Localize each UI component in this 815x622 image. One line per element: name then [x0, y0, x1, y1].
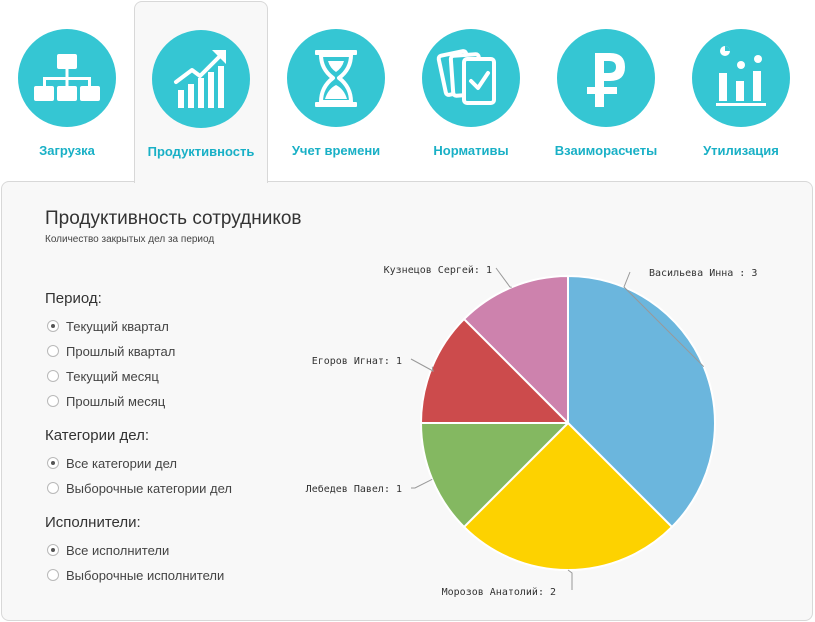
radio-button[interactable]: [47, 395, 59, 407]
ruble-icon: [557, 29, 655, 127]
tab-zagruzka[interactable]: Загрузка: [0, 0, 134, 181]
tab-label: Нормативы: [433, 143, 509, 158]
tab-label: Утилизация: [703, 143, 779, 158]
option-label: Прошлый месяц: [66, 393, 166, 409]
option-label: Все исполнители: [66, 542, 170, 558]
radio-button[interactable]: [47, 457, 59, 469]
radio-button[interactable]: [47, 544, 59, 556]
pie-slice-label: Кузнецов Сергей: 1: [384, 264, 492, 276]
page-subtitle: Количество закрытых дел за период: [45, 234, 215, 245]
radio-button[interactable]: [47, 370, 59, 382]
tab-label: Взаиморасчеты: [554, 143, 658, 158]
pie-slice-label: Лебедев Павел: 1: [306, 483, 402, 495]
tab-label: Продуктивность: [147, 144, 255, 159]
option-label: Все категории дел: [66, 455, 177, 471]
page-title: Продуктивность сотрудников: [45, 208, 302, 229]
categories-group-title: Категории дел:: [45, 427, 150, 444]
pie-leader-line: [567, 569, 573, 590]
option-label: Текущий месяц: [66, 368, 159, 384]
growth-chart-icon: [152, 30, 250, 128]
executors-option-all[interactable]: Все исполнители: [47, 541, 169, 559]
radio-button[interactable]: [47, 569, 59, 581]
radio-button[interactable]: [47, 320, 59, 332]
pie-leader-line: [410, 358, 434, 372]
pie-leader-line: [623, 271, 705, 368]
option-label: Выборочные исполнители: [66, 567, 225, 583]
pie-slice-label: Егоров Игнат: 1: [312, 356, 402, 367]
tab-label: Учет времени: [291, 143, 381, 158]
pie-slice[interactable]: [463, 275, 569, 424]
tab-normativy[interactable]: Нормативы: [404, 0, 538, 181]
pie-slice[interactable]: [567, 275, 716, 528]
categories-option-selected[interactable]: Выборочные категории дел: [47, 479, 232, 497]
tab-vzaimoraschety[interactable]: Взаиморасчеты: [539, 0, 673, 181]
pie-slice[interactable]: [420, 422, 569, 528]
pie-leader-line: [495, 267, 512, 288]
utilization-icon: [692, 29, 790, 127]
executors-option-selected[interactable]: Выборочные исполнители: [47, 566, 224, 584]
period-option-previous-quarter[interactable]: Прошлый квартал: [47, 342, 175, 360]
tab-produktivnost[interactable]: Продуктивность: [134, 1, 268, 183]
option-label: Текущий квартал: [66, 318, 169, 334]
radio-button[interactable]: [47, 345, 59, 357]
period-option-current-quarter[interactable]: Текущий квартал: [47, 317, 169, 335]
option-label: Прошлый квартал: [66, 343, 176, 359]
categories-option-all[interactable]: Все категории дел: [47, 454, 177, 472]
tab-uchet-vremeni[interactable]: Учет времени: [269, 0, 403, 181]
pie-leader-line: [411, 478, 433, 489]
tab-label: Загрузка: [39, 143, 95, 158]
pie-slice[interactable]: [463, 422, 673, 571]
period-option-previous-month[interactable]: Прошлый месяц: [47, 392, 165, 410]
cards-check-icon: [422, 29, 520, 127]
hourglass-icon: [287, 29, 385, 127]
tab-utilizatsiya[interactable]: Утилизация: [674, 0, 808, 181]
pie-slice-label: Морозов Анатолий: 2: [442, 586, 556, 598]
period-option-current-month[interactable]: Текущий месяц: [47, 367, 159, 385]
option-label: Выборочные категории дел: [66, 480, 232, 496]
radio-button[interactable]: [47, 482, 59, 494]
hierarchy-icon: [18, 29, 116, 127]
period-group-title: Период:: [45, 290, 102, 307]
pie-slice-label: Васильева Инна : 3: [649, 268, 757, 279]
executors-group-title: Исполнители:: [45, 514, 141, 531]
